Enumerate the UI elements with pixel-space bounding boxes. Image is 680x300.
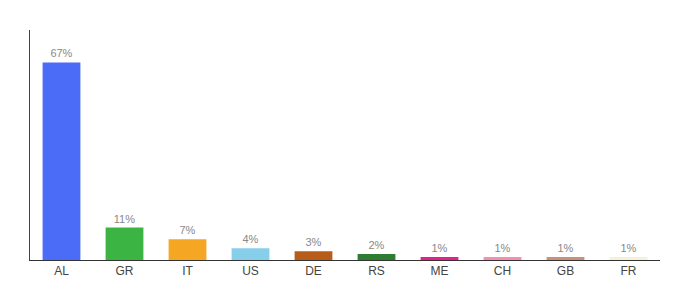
svg-text:FR: FR	[621, 264, 637, 278]
svg-text:1%: 1%	[431, 242, 447, 254]
svg-text:IT: IT	[182, 264, 193, 278]
svg-text:4%: 4%	[242, 233, 258, 245]
svg-text:DE: DE	[305, 264, 322, 278]
svg-text:AL: AL	[54, 264, 69, 278]
svg-text:1%: 1%	[494, 242, 510, 254]
svg-text:11%: 11%	[114, 213, 135, 225]
svg-text:GR: GR	[116, 264, 134, 278]
svg-text:GB: GB	[557, 264, 574, 278]
svg-text:3%: 3%	[305, 236, 321, 248]
svg-text:RS: RS	[368, 264, 385, 278]
svg-text:ME: ME	[431, 264, 449, 278]
svg-text:2%: 2%	[368, 239, 384, 251]
svg-text:67%: 67%	[50, 47, 72, 59]
svg-text:1%: 1%	[557, 242, 573, 254]
svg-text:1%: 1%	[620, 242, 636, 254]
svg-text:7%: 7%	[179, 224, 195, 236]
svg-text:US: US	[242, 264, 259, 278]
svg-text:CH: CH	[494, 264, 511, 278]
